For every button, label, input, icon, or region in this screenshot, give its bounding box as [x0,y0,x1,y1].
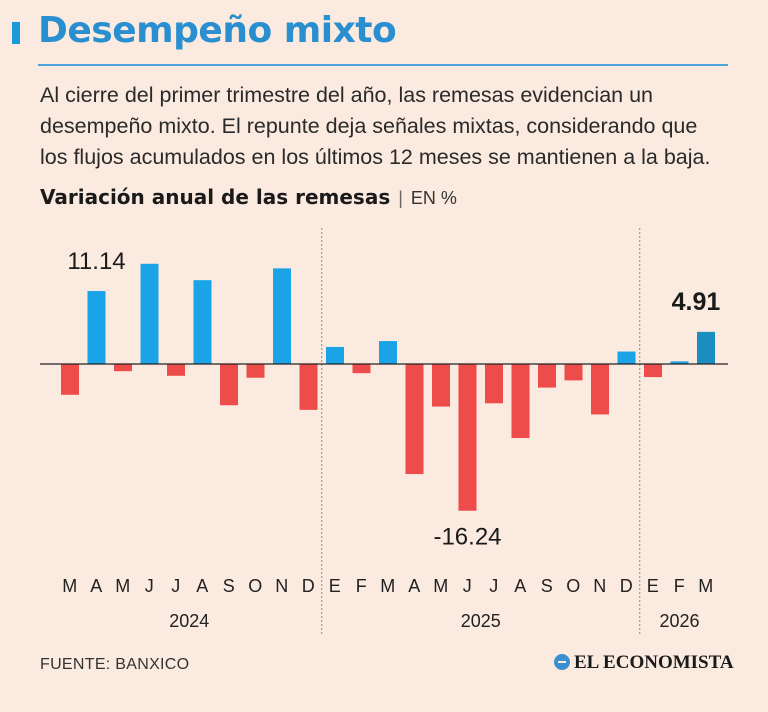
bar-13 [379,341,397,364]
month-label-6: A [196,576,209,596]
data-label-25: 4.91 [672,288,721,316]
bar-6 [193,280,212,364]
source-note: FUENTE: BANXICO [40,656,190,673]
brand-logo: EL ECONOMISTA [554,652,734,674]
title-rule [38,64,728,66]
chart-unit: EN % [410,188,457,208]
month-label-12: F [356,576,368,596]
bar-1 [61,364,79,395]
month-label-8: O [248,576,263,596]
bar-8 [246,364,265,378]
title-marker [12,22,20,44]
bar-14 [405,364,424,475]
month-label-22: D [620,576,634,596]
month-label-23: E [647,576,660,596]
month-label-1: M [62,576,78,596]
year-label-2024: 2024 [169,611,209,631]
year-label-2025: 2025 [461,611,501,631]
month-label-9: N [275,576,289,596]
year-label-2026: 2026 [659,611,699,631]
bar-22 [617,351,636,364]
month-label-10: D [302,576,316,596]
bar-17 [485,364,503,404]
bar-12 [352,364,371,374]
chart-subtitle: Variación anual de las remesas | EN % [40,184,457,210]
month-label-4: J [145,576,155,596]
bar-25 [697,331,715,364]
page-title: Desempeño mixto [38,10,397,51]
intro-text: Al cierre del primer trimestre del año, … [40,83,711,169]
month-label-7: S [223,576,236,596]
bar-7 [220,364,238,406]
bar-9 [273,268,291,364]
month-label-20: O [566,576,581,596]
bar-2 [87,291,106,364]
month-label-16: J [463,576,473,596]
month-label-18: A [514,576,527,596]
brand-icon [554,654,570,670]
month-label-5: J [171,576,181,596]
bar-11 [326,346,344,364]
month-label-19: S [541,576,554,596]
bar-16 [458,364,477,511]
brand-name: EL ECONOMISTA [574,652,734,673]
month-label-15: M [433,576,449,596]
bar-23 [644,364,662,378]
data-label-2: 11.14 [67,248,125,275]
bar-3 [114,364,132,372]
bar-21 [591,364,609,415]
month-label-14: A [408,576,421,596]
bar-5 [167,364,185,376]
month-label-21: N [593,576,607,596]
bar-20 [564,364,583,381]
month-label-2: A [90,576,103,596]
bar-19 [538,364,556,388]
month-label-11: E [329,576,342,596]
month-label-13: M [380,576,396,596]
month-label-3: M [115,576,131,596]
bar-15 [432,364,450,407]
bar-10 [299,364,318,410]
chart-title: Variación anual de las remesas [40,185,391,209]
month-label-24: F [674,576,686,596]
bar-18 [511,364,530,439]
data-label-16: -16.24 [433,524,501,551]
subtitle-separator: | [398,188,403,208]
bar-4 [140,263,159,364]
bar-24 [670,361,689,364]
month-label-17: J [489,576,499,596]
month-label-25: M [698,576,714,596]
